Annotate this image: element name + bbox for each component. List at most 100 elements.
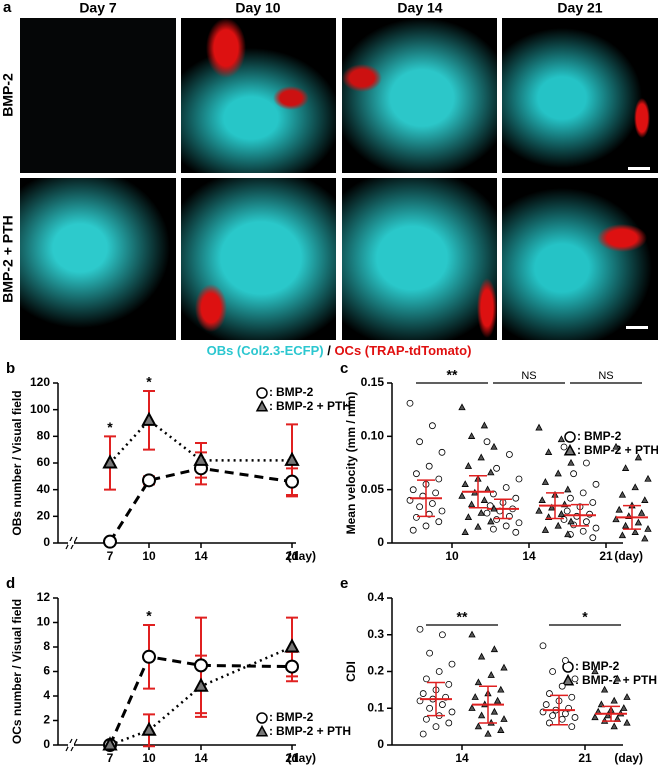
data-point <box>571 675 579 683</box>
x-tick-label: 10 <box>142 751 156 765</box>
y-tick-label: 0.15 <box>361 375 385 389</box>
x-axis-label: (day) <box>287 751 316 765</box>
caption-part: OCs (TRAP-tdTomato) <box>331 343 472 358</box>
caption-part: / <box>324 343 332 358</box>
error-bar <box>494 498 512 520</box>
data-point <box>445 680 453 688</box>
legend-label: BMP-2 + PTH <box>584 443 658 457</box>
micrograph <box>342 178 497 340</box>
data-point <box>419 730 427 738</box>
data-point <box>512 528 520 536</box>
data-point <box>103 534 117 549</box>
error-bar <box>546 492 564 520</box>
significance: NS <box>598 370 613 382</box>
data-point <box>618 531 627 539</box>
panel-label: b <box>6 360 15 377</box>
data-point <box>600 685 609 693</box>
data-point <box>573 512 581 520</box>
legend-separator: : <box>269 710 273 724</box>
data-point <box>623 718 631 726</box>
data-point <box>610 722 618 730</box>
panel-label: a <box>3 0 12 16</box>
data-point <box>141 721 157 736</box>
data-point <box>541 526 550 533</box>
data-point <box>416 625 424 633</box>
data-point <box>448 708 456 716</box>
data-point <box>486 502 494 510</box>
data-point <box>194 658 208 673</box>
data-point <box>490 442 498 450</box>
data-point <box>422 675 430 683</box>
data-point <box>445 719 453 727</box>
data-point <box>484 729 492 737</box>
legend-label: BMP-2 <box>276 710 314 724</box>
error-bar <box>479 685 497 724</box>
data-point <box>474 678 483 686</box>
data-point <box>438 631 446 639</box>
data-point <box>464 462 473 469</box>
data-point <box>641 496 649 503</box>
series-line <box>108 655 293 746</box>
panel-label: e <box>340 575 348 592</box>
data-point <box>567 494 574 502</box>
data-point <box>409 486 417 494</box>
legend-separator: : <box>577 429 581 443</box>
data-point <box>489 525 497 533</box>
y-tick-label: 4 <box>43 688 50 702</box>
data-point <box>618 490 627 498</box>
legend-marker <box>561 673 575 686</box>
data-point <box>493 516 501 523</box>
data-point <box>548 503 556 511</box>
caption-part: OBs (Col2.3-ECFP) <box>207 343 324 358</box>
data-point <box>621 464 630 471</box>
data-point <box>490 504 498 512</box>
data-point <box>448 660 456 668</box>
data-point <box>483 509 491 517</box>
data-point <box>554 521 562 529</box>
scale-bar <box>626 326 648 329</box>
data-point <box>544 448 553 455</box>
y-tick-label: 12 <box>37 590 51 604</box>
column-label: Day 10 <box>235 0 280 16</box>
data-point <box>570 470 577 478</box>
legend-separator: : <box>575 659 579 673</box>
error-bar <box>427 681 445 717</box>
data-point <box>557 510 566 517</box>
legend-marker <box>255 724 269 737</box>
data-point <box>610 696 618 704</box>
x-tick-label: 10 <box>142 549 156 563</box>
data-point <box>285 659 299 674</box>
micrograph <box>181 178 336 340</box>
data-point <box>461 480 469 487</box>
data-point <box>644 524 652 532</box>
data-point <box>425 462 433 470</box>
data-point <box>493 696 502 704</box>
data-point <box>591 713 599 721</box>
data-point <box>502 484 510 491</box>
y-tick-label: 0 <box>43 737 50 751</box>
data-point <box>500 663 508 671</box>
data-point <box>435 475 443 483</box>
data-point <box>538 496 546 503</box>
panel-label: d <box>6 575 15 592</box>
x-axis-label: (day) <box>287 549 316 563</box>
data-point <box>467 432 476 439</box>
data-point <box>604 711 612 719</box>
row-label: BMP-2 + PTH <box>0 215 16 303</box>
y-tick-label: 8 <box>43 639 50 653</box>
data-point <box>102 736 118 751</box>
data-point <box>644 474 652 482</box>
data-point <box>142 649 156 664</box>
data-point <box>564 530 572 538</box>
y-tick-label: 20 <box>37 509 51 523</box>
significance: NS <box>521 370 536 382</box>
data-point <box>563 507 571 515</box>
legend-label: BMP-2 <box>276 385 314 399</box>
data-point <box>586 510 593 518</box>
data-point <box>612 515 620 523</box>
y-tick-label: 100 <box>30 402 50 416</box>
error-bar <box>469 475 487 509</box>
data-point <box>542 701 550 708</box>
data-point <box>505 451 513 458</box>
